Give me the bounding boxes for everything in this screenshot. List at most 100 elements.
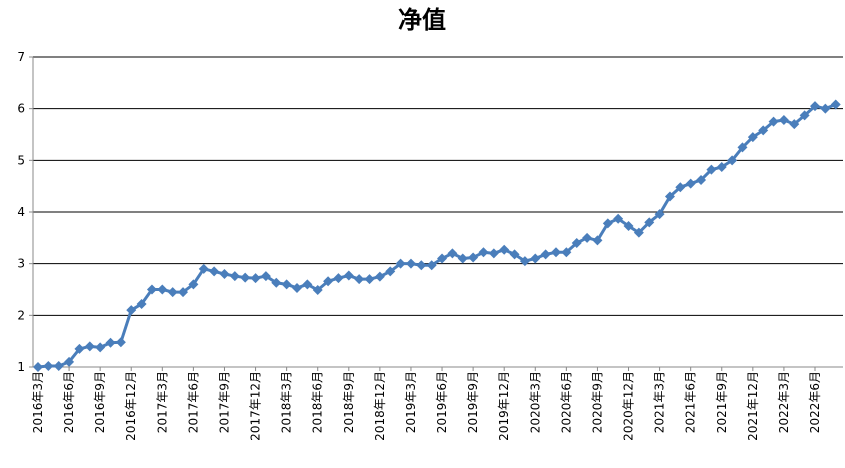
x-tick-label: 2017年3月 [155, 371, 169, 433]
x-tick-label: 2018年12月 [373, 371, 387, 441]
marker [623, 220, 634, 231]
marker [95, 342, 106, 353]
marker [571, 238, 582, 248]
x-tick-label: 2020年9月 [590, 371, 604, 433]
marker [84, 341, 95, 352]
marker [664, 191, 675, 202]
x-tick-label: 2019年6月 [435, 371, 449, 433]
marker [198, 263, 209, 274]
marker [789, 119, 800, 130]
marker [644, 217, 655, 228]
y-tick-label: 5 [17, 153, 25, 167]
y-tick-label: 6 [17, 102, 25, 116]
marker [582, 232, 593, 243]
marker [758, 125, 769, 136]
x-tick-label: 2017年6月 [186, 371, 200, 433]
x-tick-label: 2022年6月 [808, 371, 822, 433]
marker [405, 258, 416, 269]
x-tick-label: 2022年3月 [777, 371, 791, 433]
marker [364, 274, 375, 285]
marker [602, 218, 613, 229]
marker [271, 277, 282, 288]
y-tick-label: 7 [17, 50, 25, 64]
marker [209, 266, 220, 277]
marker [167, 287, 178, 298]
marker [675, 182, 686, 193]
x-tick-label: 2020年12月 [622, 371, 636, 441]
x-tick-label: 2018年9月 [342, 371, 356, 433]
x-tick-label: 2020年6月 [559, 371, 573, 433]
x-tick-label: 2016年12月 [124, 371, 138, 441]
marker [343, 270, 354, 281]
marker [810, 101, 820, 112]
x-tick-label: 2021年6月 [684, 371, 698, 433]
marker [799, 110, 810, 121]
marker [302, 279, 313, 290]
marker [229, 271, 240, 282]
marker [385, 266, 396, 277]
marker [768, 116, 779, 127]
marker [219, 269, 230, 279]
marker [354, 274, 365, 285]
x-tick-label: 2016年3月 [31, 371, 45, 433]
x-tick-label: 2019年12月 [497, 371, 511, 441]
marker [530, 253, 541, 264]
marker [178, 287, 189, 298]
x-tick-label: 2016年9月 [93, 371, 107, 433]
marker [561, 247, 572, 258]
marker [685, 178, 696, 189]
marker [499, 244, 510, 255]
marker [136, 298, 147, 309]
marker [416, 260, 427, 271]
marker [820, 103, 831, 114]
marker [323, 276, 334, 287]
marker [778, 115, 789, 126]
marker [551, 247, 561, 258]
marker [468, 252, 479, 263]
x-tick-label: 2021年12月 [746, 371, 760, 441]
line [37, 103, 837, 369]
marker [727, 155, 738, 166]
y-tick-label: 1 [17, 360, 25, 374]
x-tick-label: 2020年3月 [528, 371, 542, 433]
x-tick-label: 2019年3月 [404, 371, 418, 433]
y-tick-label: 3 [17, 257, 25, 271]
marker [250, 273, 261, 284]
chart-title: 净值 [398, 5, 446, 34]
y-tick-label: 2 [17, 308, 25, 322]
marker [260, 271, 271, 282]
marker [292, 282, 302, 293]
marker [830, 99, 841, 110]
marker [53, 360, 64, 371]
marker [716, 162, 727, 173]
marker [509, 249, 520, 260]
marker [374, 271, 385, 282]
marker [426, 260, 437, 271]
x-tick-label: 2017年12月 [249, 371, 263, 441]
marker [696, 174, 707, 185]
marker [157, 284, 168, 295]
marker [64, 356, 75, 367]
x-tick-label: 2017年9月 [217, 371, 231, 433]
marker [43, 360, 54, 371]
marker [115, 337, 126, 348]
marker [519, 256, 530, 267]
marker [74, 343, 85, 354]
y-tick-label: 4 [17, 205, 25, 219]
marker [240, 272, 251, 283]
marker [457, 253, 468, 264]
marker [437, 253, 448, 264]
x-tick-label: 2021年3月 [653, 371, 667, 433]
x-tick-label: 2016年6月 [62, 371, 76, 433]
x-tick-label: 2018年6月 [311, 371, 325, 433]
marker [613, 213, 624, 224]
marker [188, 279, 199, 290]
marker [737, 142, 748, 153]
marker [447, 248, 458, 259]
marker [706, 164, 717, 175]
marker [333, 273, 344, 284]
marker [281, 279, 292, 290]
marker [478, 247, 489, 258]
